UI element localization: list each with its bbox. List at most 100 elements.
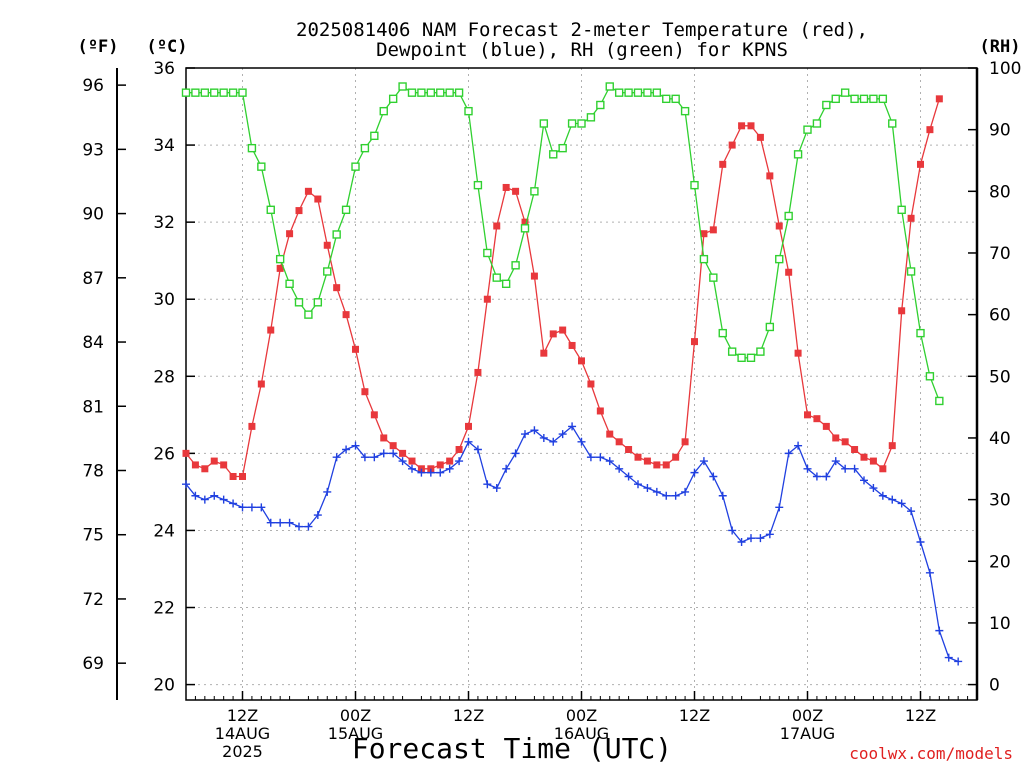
x-tick-label: 12Z bbox=[679, 706, 710, 725]
temperature-point bbox=[794, 349, 802, 357]
rh-point bbox=[379, 106, 388, 116]
temperature-point bbox=[568, 341, 576, 349]
rh-point bbox=[812, 119, 822, 128]
rh-point bbox=[341, 205, 351, 215]
rh-point bbox=[266, 205, 275, 215]
dewpoint-point bbox=[521, 430, 529, 439]
dewpoint-point bbox=[417, 468, 426, 477]
dewpoint-point bbox=[304, 522, 313, 531]
rh-point bbox=[784, 211, 793, 221]
dewpoint-point bbox=[878, 491, 887, 500]
rh-point bbox=[436, 88, 445, 97]
temperature-point bbox=[304, 187, 312, 195]
temperature-point bbox=[804, 411, 811, 419]
dewpoint-point bbox=[888, 495, 897, 504]
dewpoint-point bbox=[812, 472, 821, 481]
rh-point bbox=[605, 82, 614, 91]
dewpoint-point bbox=[728, 526, 737, 535]
x-tick-label: 00Z bbox=[792, 706, 823, 725]
dewpoint-point bbox=[954, 657, 963, 666]
dewpoint-point bbox=[530, 426, 539, 435]
temperature-point bbox=[888, 442, 896, 450]
fahrenheit-tick-label: 72 bbox=[82, 590, 104, 610]
rh-point bbox=[539, 119, 549, 128]
rh-point bbox=[643, 88, 652, 97]
dewpoint-line bbox=[185, 425, 959, 663]
rh-point bbox=[709, 273, 718, 282]
x-tick-label: 12Z bbox=[453, 706, 484, 725]
rh-point bbox=[219, 88, 228, 97]
plot-frame bbox=[185, 67, 978, 701]
dewpoint-point bbox=[860, 476, 868, 485]
rh-point bbox=[558, 143, 567, 153]
rh-tick-label: 20 bbox=[989, 552, 1011, 572]
temperature-point bbox=[869, 457, 877, 465]
rh-point bbox=[652, 88, 662, 97]
celsius-tick-label: 20 bbox=[153, 676, 175, 696]
fahrenheit-tick-label: 93 bbox=[82, 140, 104, 160]
rh-point bbox=[285, 279, 294, 289]
rh-tick-label: 0 bbox=[989, 676, 1000, 696]
rh-tick-label: 90 bbox=[989, 121, 1011, 141]
temperature-point bbox=[822, 422, 830, 430]
fahrenheit-tick-label: 87 bbox=[82, 269, 104, 289]
temperature-point bbox=[559, 326, 567, 334]
temperature-point bbox=[530, 272, 538, 280]
dewpoint-point bbox=[200, 495, 209, 504]
rh-point bbox=[624, 88, 633, 97]
x-tick-label: 12Z bbox=[905, 706, 936, 725]
rh-point bbox=[370, 131, 379, 141]
rh-point bbox=[746, 353, 756, 362]
temperature-point bbox=[860, 453, 868, 461]
temperature-point bbox=[662, 461, 670, 469]
temperature-point bbox=[596, 407, 604, 415]
dewpoint-point bbox=[841, 464, 850, 473]
temperature-point bbox=[851, 446, 859, 454]
axes bbox=[116, 67, 979, 701]
rh-point bbox=[445, 88, 454, 97]
temperature-point bbox=[691, 338, 698, 346]
rh-line bbox=[186, 85, 940, 402]
dewpoint-point bbox=[229, 499, 238, 508]
rh-point bbox=[680, 106, 690, 116]
rh-point bbox=[850, 94, 859, 104]
dewpoint-point bbox=[445, 464, 454, 473]
x-tick-label: 14AUG bbox=[215, 724, 270, 743]
rh-point bbox=[426, 88, 436, 97]
fahrenheit-tick-label: 84 bbox=[82, 333, 104, 353]
temperature-point bbox=[474, 368, 482, 376]
temperature-point bbox=[380, 434, 388, 442]
dewpoint-point bbox=[944, 653, 953, 662]
rh-point bbox=[417, 88, 426, 97]
series-layer bbox=[181, 82, 963, 666]
rh-point bbox=[407, 88, 417, 97]
rh-point bbox=[313, 298, 323, 307]
rh-point bbox=[473, 180, 483, 190]
dewpoint-point bbox=[464, 437, 473, 446]
dewpoint-point bbox=[408, 464, 416, 473]
dewpoint-point bbox=[219, 495, 228, 504]
rh-point bbox=[633, 88, 643, 97]
temperature-point bbox=[342, 311, 350, 319]
dewpoint-point bbox=[360, 453, 369, 462]
temperature-point bbox=[361, 388, 369, 396]
x-tick-label: 12Z bbox=[227, 706, 258, 725]
rh-point bbox=[803, 125, 812, 134]
rh-point bbox=[671, 94, 680, 104]
rh-point bbox=[351, 162, 360, 171]
fahrenheit-tick-label: 75 bbox=[82, 526, 104, 546]
rh-point bbox=[614, 88, 624, 97]
dewpoint-point bbox=[596, 453, 605, 462]
temperature-point bbox=[672, 453, 680, 461]
celsius-tick-label: 28 bbox=[153, 367, 175, 387]
dewpoint-point bbox=[323, 487, 332, 496]
dewpoint-point bbox=[426, 468, 435, 477]
dewpoint-point bbox=[577, 437, 586, 446]
dewpoint-point bbox=[247, 503, 256, 512]
temperature-point bbox=[700, 230, 708, 238]
rh-point bbox=[793, 150, 803, 159]
fahrenheit-tick-label: 78 bbox=[82, 461, 104, 481]
temperature-line bbox=[185, 98, 940, 478]
dewpoint-point bbox=[756, 534, 765, 543]
dewpoint-point bbox=[276, 518, 285, 527]
